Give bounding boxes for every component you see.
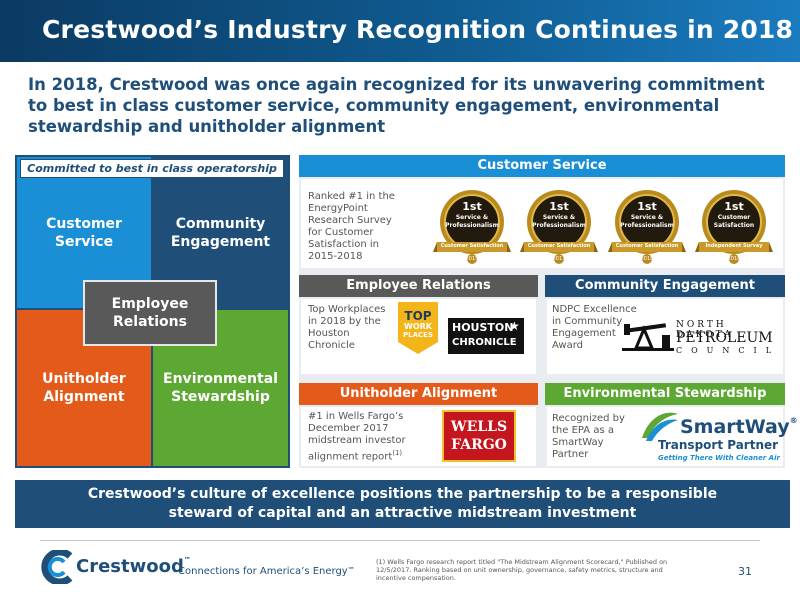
medal-year: 2018 xyxy=(727,256,741,262)
crestwood-logo: Crestwood™ xyxy=(40,550,191,586)
footnote: (1) Wells Fargo research report titled "… xyxy=(376,558,668,582)
wells-fargo-line1: WELLS xyxy=(450,419,508,435)
smartway-tagline: Getting There With Cleaner Air xyxy=(658,454,780,462)
quadrant-label: Community Engagement xyxy=(170,215,271,250)
employee-relations-text: Top Workplaces in 2018 by the Houston Ch… xyxy=(308,304,386,351)
medal-line2: Professionalism xyxy=(620,222,674,229)
page-title: Crestwood’s Industry Recognition Continu… xyxy=(42,15,794,44)
medal-badge: 1st Service & Professionalism Customer S… xyxy=(520,184,598,266)
medal-icon xyxy=(608,190,686,264)
medal-line1: Service & xyxy=(542,214,576,221)
culture-banner: Crestwood’s culture of excellence positi… xyxy=(15,480,790,528)
chronicle-line1: HOUSTON xyxy=(452,321,514,334)
medal-line1: Service & xyxy=(455,214,489,221)
footer-tagline: Connections for America’s Energy℠ xyxy=(178,566,355,577)
employee-relations-center: Employee Relations xyxy=(83,280,217,346)
medal-rank: 1st xyxy=(549,200,569,213)
committed-banner: Committed to best in class operatorship xyxy=(20,159,284,178)
medal-line2: Satisfaction xyxy=(713,222,755,229)
medal-year: 2015 xyxy=(465,256,479,262)
medal-icon xyxy=(520,190,598,264)
medal-ribbon: Independent Survey xyxy=(705,243,763,249)
medal-line1: Service & xyxy=(630,214,664,221)
brand-name: Crestwood xyxy=(76,556,184,577)
medal-badge: 1st Service & Professionalism Customer S… xyxy=(433,184,511,266)
medal-ribbon: Customer Satisfaction xyxy=(527,243,591,249)
chronicle-line2: CHRONICLE xyxy=(452,337,517,348)
community-engagement-header: Community Engagement xyxy=(545,275,785,297)
smartway-swoosh-icon xyxy=(642,412,678,441)
quadrant-label: Customer Service xyxy=(46,215,122,250)
medal-rank: 1st xyxy=(637,200,657,213)
unitholder-alignment-header: Unitholder Alignment xyxy=(299,383,538,405)
tagline-sm: ℠ xyxy=(347,566,355,574)
ndpc-logo-line1: NORTH DAKOTA xyxy=(676,320,734,340)
quadrant-label: Environmental Stewardship xyxy=(163,371,278,405)
tagline-text: Connections for America’s Energy xyxy=(178,566,348,577)
medal-icon xyxy=(695,190,773,264)
footer-divider xyxy=(40,540,760,541)
quadrant-label: Unitholder Alignment xyxy=(42,371,126,405)
ndpc-logo-line2: PETROLEUM xyxy=(676,330,773,346)
medal-year: 2018 xyxy=(640,256,654,262)
unitholder-alignment-text: #1 in Wells Fargo’s December 2017 midstr… xyxy=(308,411,418,463)
wells-fargo-line2: FARGO xyxy=(451,437,507,453)
quadrant-unitholder-alignment: Unitholder Alignment xyxy=(17,310,151,466)
medal-line2: Professionalism xyxy=(445,222,499,229)
medal-ribbon: Customer Satisfaction xyxy=(440,243,504,249)
medal-rank: 1st xyxy=(462,200,482,213)
medal-badge: 1st Customer Satisfaction Independent Su… xyxy=(695,184,773,266)
medal-line1: Customer xyxy=(717,214,751,221)
badge-bot: PLACES xyxy=(403,331,433,339)
intro-text: In 2018, Crestwood was once again recogn… xyxy=(28,75,765,136)
environmental-stewardship-header: Environmental Stewardship xyxy=(545,383,785,405)
title-bar xyxy=(0,0,800,62)
smartway-wordmark: SmartWay® xyxy=(680,416,798,438)
medal-badge: 1st Service & Professionalism Customer S… xyxy=(608,184,686,266)
culture-banner-text: Crestwood’s culture of excellence positi… xyxy=(87,486,718,521)
smartway-registered: ® xyxy=(789,416,798,425)
medal-row: 1st Service & Professionalism Customer S… xyxy=(425,184,780,266)
medal-icon xyxy=(433,190,511,264)
pumpjack-icon xyxy=(622,321,674,351)
crestwood-logo-icon xyxy=(41,550,73,584)
badge-shape-icon xyxy=(398,302,438,354)
page-number: 31 xyxy=(738,565,752,578)
footnote-ref: (1) xyxy=(392,449,403,457)
ndpc-logo-line3: COUNCIL xyxy=(676,346,781,355)
smartway-name: SmartWay xyxy=(680,416,790,438)
star-icon: ★ xyxy=(509,319,520,333)
community-engagement-text: NDPC Excellence in Community Engagement … xyxy=(552,304,637,351)
medal-year: 2017 xyxy=(552,256,566,262)
smartway-subtitle: Transport Partner xyxy=(658,438,779,452)
top-workplaces-badge: TOP WORK PLACES xyxy=(394,302,442,354)
unitholder-text-body: #1 in Wells Fargo’s December 2017 midstr… xyxy=(308,411,406,463)
medal-line2: Professionalism xyxy=(532,222,586,229)
employee-relations-header: Employee Relations xyxy=(299,275,538,297)
customer-service-text: Ranked #1 in the EnergyPoint Research Su… xyxy=(308,191,395,262)
medal-rank: 1st xyxy=(724,200,744,213)
environmental-stewardship-text: Recognized by the EPA as a SmartWay Part… xyxy=(552,413,625,460)
medal-ribbon: Customer Satisfaction xyxy=(615,243,679,249)
customer-service-header: Customer Service xyxy=(299,155,785,177)
wells-fargo-logo: WELLS FARGO xyxy=(442,410,516,462)
badge-top: TOP xyxy=(404,309,432,323)
brand-tm: ™ xyxy=(183,556,191,564)
smartway-logo: SmartWay® Transport Partner Getting Ther… xyxy=(640,408,798,466)
badge-mid: WORK xyxy=(404,322,432,331)
houston-chronicle-logo: HOUSTON ★ CHRONICLE xyxy=(448,318,524,354)
crestwood-wordmark: Crestwood™ xyxy=(76,556,191,577)
